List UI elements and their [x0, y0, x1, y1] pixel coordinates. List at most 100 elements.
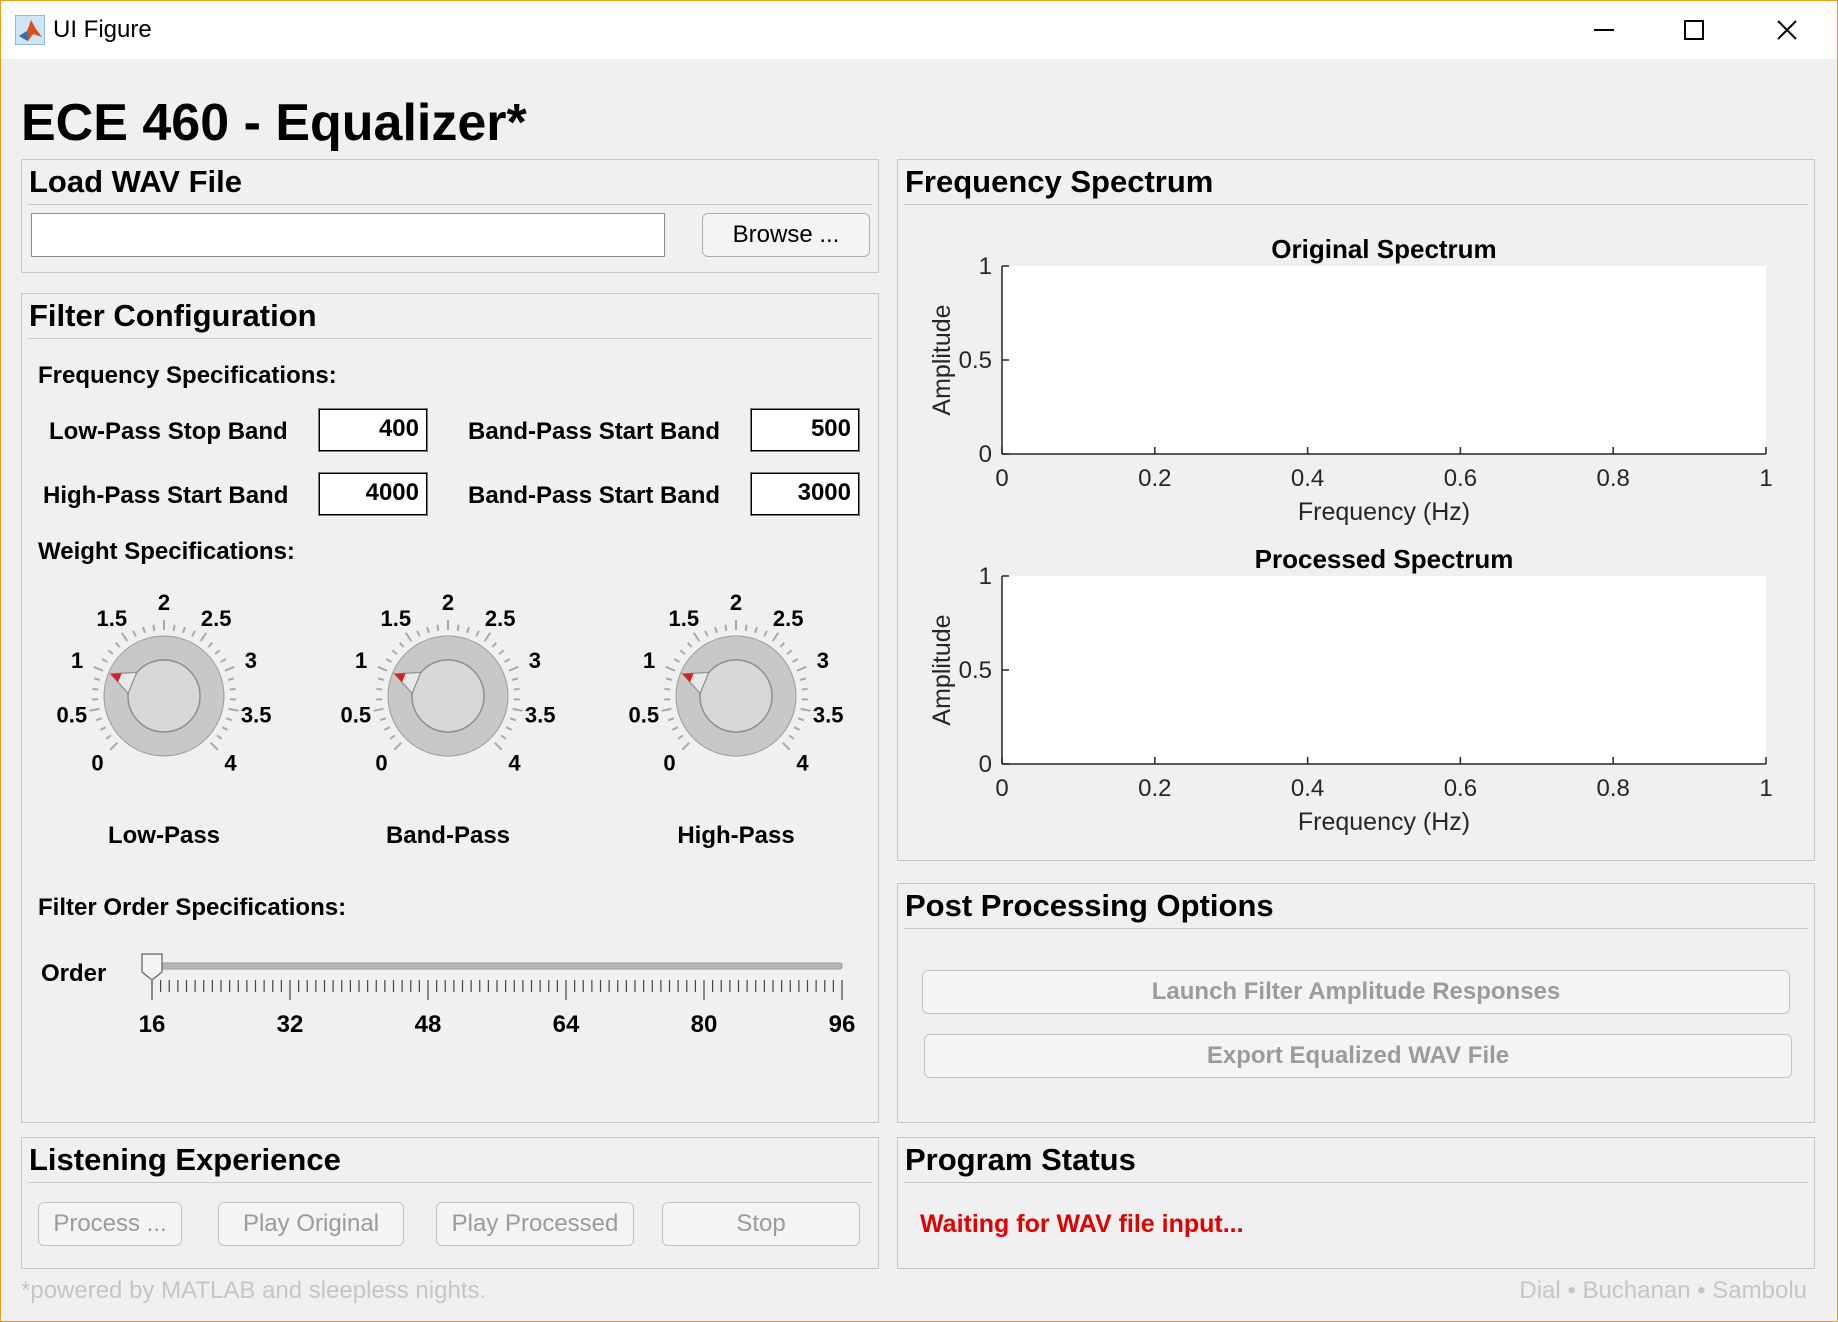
- knob-cap: [411, 659, 485, 733]
- post-processing-title: Post Processing Options: [905, 888, 1274, 923]
- knob-tick: [377, 665, 388, 672]
- order-slider[interactable]: 16 32 48 64 80 96: [132, 950, 872, 1060]
- knob-tick: [114, 641, 121, 648]
- footer-credit: *powered by MATLAB and sleepless nights.: [21, 1277, 487, 1304]
- knob-label-low-pass: Low-Pass: [107, 822, 221, 849]
- export-wav-button[interactable]: Export Equalized WAV File: [924, 1034, 1792, 1078]
- y-tick-label: 1: [979, 253, 992, 280]
- knob-tick: [686, 641, 693, 648]
- knob-tick: [227, 677, 235, 681]
- y-tick-label: 0.5: [959, 657, 992, 684]
- knob-high-pass[interactable]: 00.5 1 1.5 2 2.5 3 3.54: [606, 586, 866, 786]
- band-pass-start-band-input[interactable]: 500: [750, 408, 860, 452]
- high-pass-start-band-input[interactable]: 4000: [318, 472, 428, 516]
- knob-scale-label: 2: [158, 590, 170, 615]
- knob-tick: [456, 624, 460, 631]
- panel-divider: [28, 1182, 872, 1183]
- knob-scale-label: 4: [796, 750, 809, 775]
- panel-divider: [904, 204, 1808, 205]
- play-processed-button[interactable]: Play Processed: [436, 1202, 634, 1246]
- spectrum-plots: 0 0.2 0.4 0.6 0.8 1 0 0.5 1 Original Spectrum Freq…: [928, 234, 1773, 836]
- knob-tick: [512, 707, 523, 712]
- knob-scale-label: 1: [355, 648, 367, 673]
- knob-tick: [771, 632, 780, 642]
- knob-tick: [389, 734, 396, 740]
- knob-tick: [376, 687, 383, 691]
- knob-tick: [224, 665, 235, 672]
- frequency-spectrum-panel: Frequency Spectrum 0 0.2 0.4 0.6 0.8 1 0 0.5 1 Or…: [897, 159, 1815, 861]
- low-pass-stop-band-input[interactable]: 400: [318, 408, 428, 452]
- order-label: Order: [41, 960, 107, 987]
- knob-tick: [779, 641, 786, 648]
- matlab-logo-icon: [15, 15, 45, 45]
- stop-button[interactable]: Stop: [662, 1202, 860, 1246]
- slider-thumb[interactable]: [141, 953, 163, 981]
- knob-tick: [664, 687, 671, 691]
- knob-scale-label: 2.5: [773, 606, 804, 631]
- x-tick-label: 0.6: [1444, 465, 1477, 492]
- knob-tick: [385, 658, 392, 663]
- knob-scale-label: 0.5: [341, 702, 372, 727]
- play-original-button[interactable]: Play Original: [218, 1202, 404, 1246]
- y-tick-label: 0: [979, 441, 992, 468]
- knob-tick: [379, 717, 387, 722]
- knob-tick: [214, 649, 221, 655]
- knob-cap: [699, 659, 773, 733]
- x-tick-label: 1: [1759, 465, 1772, 492]
- knob-tick: [509, 717, 517, 722]
- file-path-input[interactable]: [31, 213, 665, 257]
- knob-tick: [504, 658, 511, 663]
- knob-tick: [665, 677, 673, 681]
- launch-filter-responses-button[interactable]: Launch Filter Amplitude Responses: [922, 970, 1790, 1014]
- slider-tick-label: 16: [139, 1011, 166, 1038]
- knob-tick: [466, 626, 470, 634]
- knob-tick: [107, 649, 114, 655]
- footer-authors: Dial • Buchanan • Sambolu: [1519, 1277, 1807, 1304]
- close-button[interactable]: [1744, 1, 1834, 59]
- knob-tick: [763, 630, 768, 637]
- knob-band-pass[interactable]: 00.5 1 1.5 2 2.5 3 3.54: [318, 586, 578, 786]
- listening-experience-title: Listening Experience: [29, 1142, 341, 1177]
- browse-button[interactable]: Browse ...: [702, 213, 870, 257]
- knob-tick: [681, 741, 691, 751]
- x-tick-label: 0.2: [1138, 775, 1171, 802]
- minimize-icon: [1594, 29, 1614, 31]
- frequency-specifications-label: Frequency Specifications:: [38, 362, 337, 389]
- knob-tick: [714, 626, 718, 634]
- slider-tick-label: 32: [277, 1011, 304, 1038]
- knob-tick: [792, 658, 799, 663]
- panel-divider: [904, 1182, 1808, 1183]
- knob-tick: [797, 717, 805, 722]
- knob-tick: [377, 677, 385, 681]
- app-heading: ECE 460 - Equalizer*: [21, 94, 527, 152]
- knob-tick: [191, 630, 196, 637]
- knob-tick: [393, 741, 403, 751]
- knob-scale-label: 2.5: [485, 606, 516, 631]
- close-icon: [1777, 20, 1797, 40]
- title-bar: UI Figure: [1, 1, 1837, 59]
- maximize-button[interactable]: [1651, 1, 1741, 59]
- knob-scale-label: 0.5: [629, 702, 660, 727]
- knob-tick: [93, 677, 101, 681]
- knob-low-pass[interactable]: 00.5 1 1.5 2 2.5 3 3.54: [34, 586, 294, 786]
- knob-tick: [799, 677, 807, 681]
- process-button[interactable]: Process ...: [38, 1202, 182, 1246]
- knob-tick: [436, 624, 440, 631]
- knob-scale-label: 1.5: [380, 606, 411, 631]
- knob-tick: [132, 630, 137, 637]
- maximize-icon: [1684, 20, 1704, 40]
- x-tick-label: 0.4: [1291, 775, 1324, 802]
- knob-tick: [744, 624, 748, 631]
- frequency-spectrum-title: Frequency Spectrum: [905, 164, 1214, 199]
- knob-tick: [513, 687, 520, 691]
- knob-scale-label: 2: [730, 590, 742, 615]
- knob-tick: [661, 707, 672, 712]
- band-pass-stop-band-input[interactable]: 3000: [750, 472, 860, 516]
- knob-tick: [754, 626, 758, 634]
- knob-scale-label: 1: [643, 648, 655, 673]
- knob-tick: [704, 630, 709, 637]
- knob-tick: [667, 717, 675, 722]
- minimize-button[interactable]: [1561, 1, 1651, 59]
- knob-tick: [120, 632, 129, 642]
